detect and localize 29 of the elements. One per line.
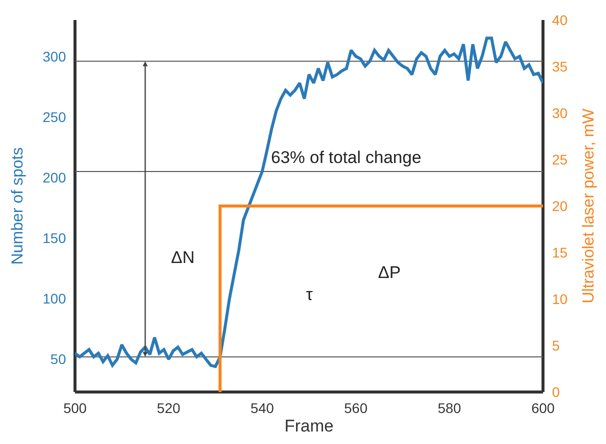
line-series — [75, 36, 543, 368]
y2-tick-label: 0 — [552, 384, 560, 400]
y2-tick-label: 25 — [552, 151, 568, 168]
y-tick-label: 50 — [50, 351, 66, 368]
y2-tick-label: 10 — [552, 290, 568, 307]
x-tick-label: 500 — [63, 400, 87, 416]
annotation: ΔP — [378, 263, 401, 282]
x-tick-label: 600 — [531, 400, 555, 416]
y2-tick-label: 40 — [552, 12, 568, 28]
annotation: τ — [306, 285, 313, 304]
annotation: ΔN — [171, 248, 195, 267]
x-tick-label: 520 — [156, 400, 180, 416]
y-tick-label: 200 — [42, 169, 66, 186]
y2-tick-label: 35 — [552, 58, 568, 74]
y2-tick-label: 15 — [552, 244, 568, 260]
x-tick-label: 540 — [250, 400, 274, 416]
y-tick-label: 250 — [42, 108, 66, 125]
y2-tick-label: 20 — [552, 198, 568, 214]
x-tick-label: 580 — [438, 400, 462, 416]
y-tick-label: 150 — [42, 230, 66, 246]
annotation: 63% of total change — [271, 148, 422, 167]
y-axis-title: Number of spots — [10, 147, 27, 265]
y2-axis-title: Ultraviolet laser power, mW — [580, 108, 598, 304]
x-axis-title: Frame — [284, 416, 334, 436]
y-tick-label: 300 — [42, 48, 66, 64]
y2-tick-label: 30 — [552, 104, 568, 121]
x-tick-label: 560 — [344, 400, 368, 416]
y-tick-label: 100 — [42, 290, 66, 307]
y2-tick-label: 5 — [552, 337, 560, 354]
